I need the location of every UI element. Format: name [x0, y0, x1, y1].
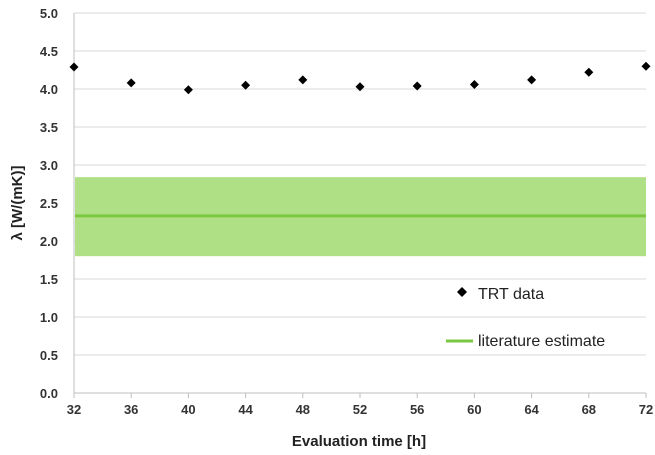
legend: TRT data literature estimate [446, 286, 605, 350]
y-axis-title: λ [W/(mK)] [9, 166, 26, 241]
legend-diamond-marker [457, 287, 467, 297]
trt-data-point [527, 75, 537, 85]
x-axis-title: Evaluation time [h] [292, 433, 426, 450]
legend-label-literature-estimate: literature estimate [478, 333, 605, 350]
trt-data-point [298, 75, 308, 85]
x-tick-label: 68 [582, 402, 596, 417]
trt-data-point [584, 67, 594, 77]
x-tick-label: 40 [181, 402, 195, 417]
trt-data-point [126, 78, 136, 88]
x-tick-label: 44 [238, 402, 253, 417]
trt-data-point [469, 79, 479, 89]
y-tick-label: 4.0 [40, 82, 58, 97]
y-tick-label: 5.0 [40, 6, 58, 21]
x-tick-label: 32 [67, 402, 81, 417]
x-tick-label: 48 [296, 402, 310, 417]
x-tick-labels: 32 36 40 44 48 52 56 60 64 68 72 [67, 402, 653, 417]
y-tick-label: 0.0 [40, 386, 58, 401]
literature-band [75, 177, 646, 257]
x-tick-label: 36 [124, 402, 138, 417]
trt-data-point [241, 80, 251, 90]
y-tick-label: 2.5 [40, 196, 58, 211]
trt-data-point [69, 62, 79, 72]
trt-data-point [355, 82, 365, 92]
axes [73, 13, 647, 398]
y-tick-label: 1.5 [40, 272, 58, 287]
x-tick-label: 64 [524, 402, 539, 417]
trt-data-point [183, 85, 193, 95]
y-tick-label: 2.0 [40, 234, 58, 249]
trt-data-point [412, 81, 422, 91]
x-tick-label: 52 [353, 402, 367, 417]
y-tick-label: 0.5 [40, 348, 58, 363]
y-tick-label: 4.5 [40, 44, 58, 59]
x-tick-label: 56 [410, 402, 424, 417]
legend-label-trt-data: TRT data [478, 286, 544, 303]
x-tick-label: 60 [467, 402, 481, 417]
y-tick-label: 1.0 [40, 310, 58, 325]
trt-data-points [69, 61, 651, 95]
y-tick-label: 3.0 [40, 158, 58, 173]
y-tick-label: 3.5 [40, 120, 58, 135]
trt-data-point [641, 61, 651, 71]
y-tick-labels: 0.0 0.5 1.0 1.5 2.0 2.5 3.0 3.5 4.0 4.5 5.0 [40, 6, 58, 401]
x-tick-label: 72 [639, 402, 653, 417]
